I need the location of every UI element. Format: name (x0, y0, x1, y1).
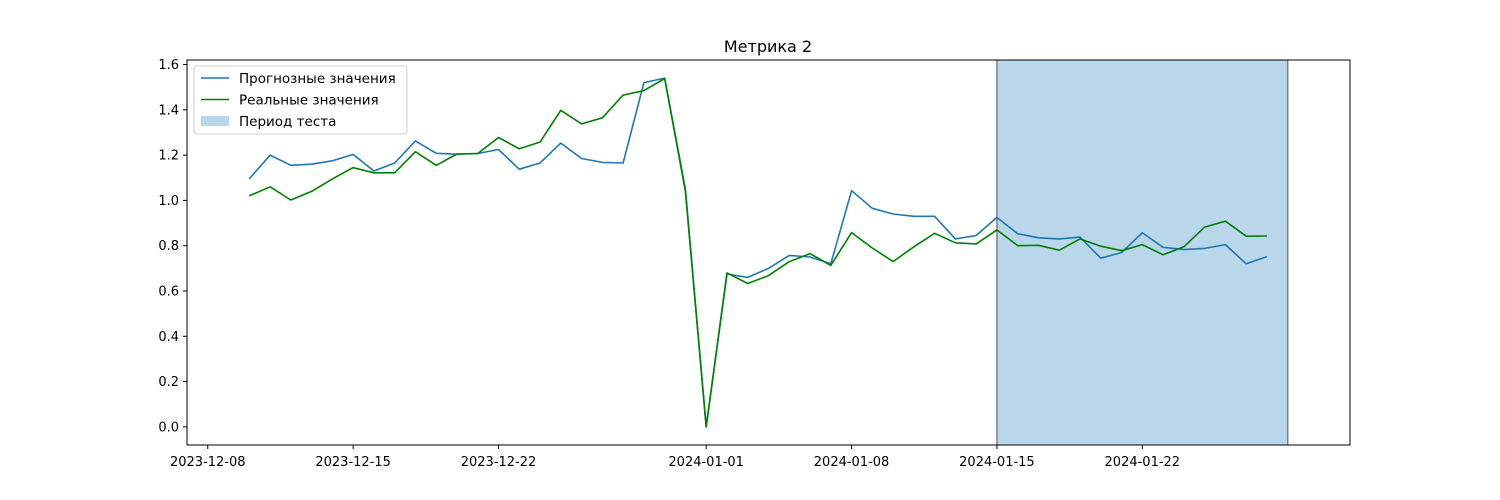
legend-label-test-period: Период теста (239, 114, 336, 130)
x-tick-label: 2023-12-08 (170, 455, 246, 470)
legend: Прогнозные значения Реальные значения Пери… (193, 65, 408, 135)
y-tick-label: 0.4 (158, 330, 179, 345)
plot-area (248, 60, 1289, 445)
y-tick-label: 0.6 (158, 285, 179, 300)
y-tick-label: 1.6 (158, 58, 179, 73)
x-tick-label: 2024-01-15 (959, 455, 1035, 470)
series-line-1 (248, 77, 1267, 428)
test-period-span (996, 60, 1288, 445)
x-tick-label: 2024-01-01 (668, 455, 744, 470)
y-tick-label: 0.8 (158, 239, 179, 254)
y-tick-label: 0.0 (158, 420, 179, 435)
legend-label-1: Реальные значения (239, 93, 379, 109)
x-tick-label: 2023-12-15 (315, 455, 391, 470)
y-tick-label: 0.2 (158, 375, 179, 390)
series-line-0 (248, 77, 1268, 428)
chart-title: Метрика 2 (724, 37, 812, 56)
axes: 0.0 0.2 0.4 0.6 0.8 1.0 1.2 1.4 1.6 2023-12-08 202… (158, 58, 1351, 470)
axes-frame (186, 59, 1351, 446)
y-tick-label: 1.0 (158, 194, 179, 209)
x-tick-label: 2024-01-22 (1105, 455, 1181, 470)
legend-swatch-test-period (201, 116, 229, 126)
x-tick-label: 2024-01-08 (814, 455, 890, 470)
legend-label-0: Прогнозные значения (239, 71, 396, 87)
y-tick-label: 1.2 (158, 149, 179, 164)
y-tick-label: 1.4 (158, 103, 179, 118)
legend-box (193, 65, 408, 135)
x-tick-label: 2023-12-22 (461, 455, 537, 470)
